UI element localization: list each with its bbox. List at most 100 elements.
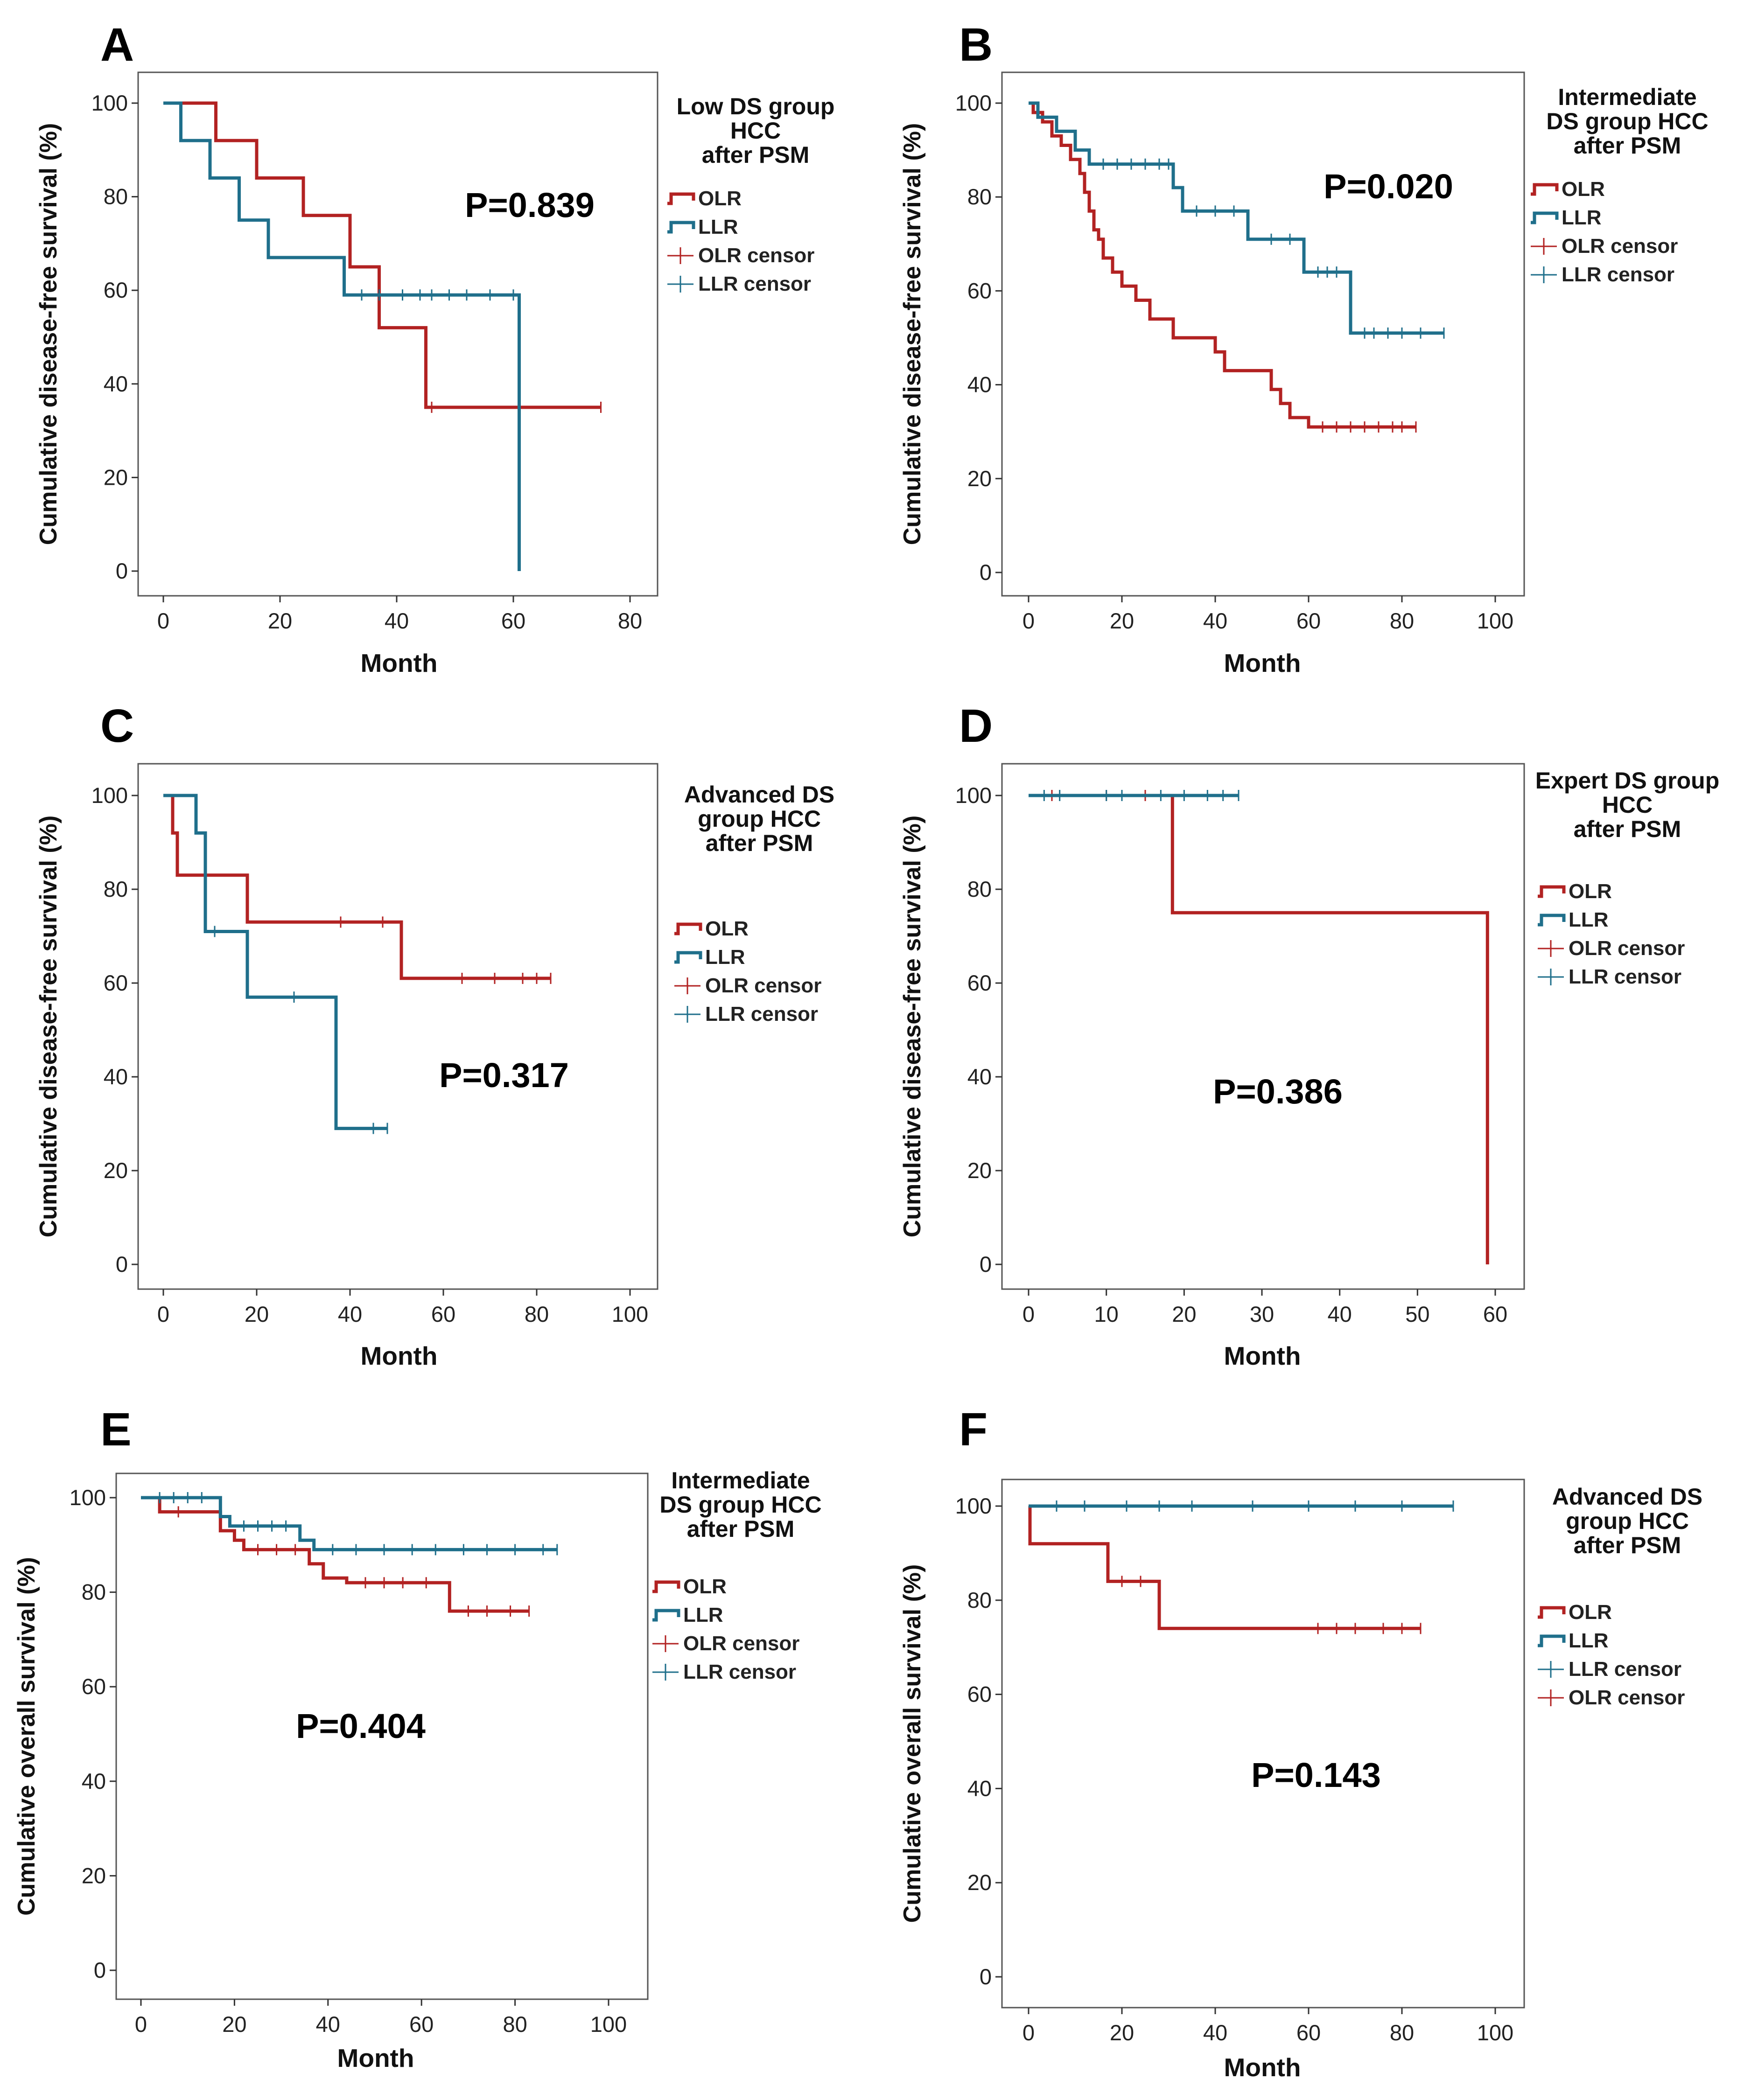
x-tick-label: 0	[135, 2012, 147, 2037]
plot-frame-d	[1001, 763, 1525, 1290]
x-tick-label: 40	[338, 1302, 362, 1326]
x-tick-label: 60	[1483, 1302, 1507, 1326]
panel-c: C 0 20 40 60 80 100 0 20 40 60 80 100 Month Cumulative…	[35, 700, 834, 1370]
x-tick-label: 80	[525, 1302, 549, 1326]
y-tick-label: 0	[116, 558, 128, 583]
y-tick-label: 60	[104, 970, 128, 995]
legend-entry-label: OLR	[705, 917, 749, 940]
x-tick-label: 60	[409, 2012, 434, 2037]
x-tick-label: 100	[1477, 2020, 1513, 2045]
x-tick-label: 40	[1328, 1302, 1352, 1326]
y-tick-label: 60	[967, 1682, 992, 1707]
x-tick-label: 20	[1110, 608, 1134, 633]
legend-title-line: after PSM	[1574, 1532, 1681, 1558]
y-tick-label: 40	[967, 1064, 992, 1089]
legend-swatch-step	[674, 951, 702, 964]
x-tick-label: 30	[1250, 1302, 1274, 1326]
x-tick-label: 20	[268, 608, 292, 633]
x-tick-label: 20	[1172, 1302, 1196, 1326]
x-tick-label: 100	[612, 1302, 648, 1326]
series-line-olr-f	[1028, 1504, 1421, 1630]
panel-d: D 0 20 40 60 80 100 0 10 20 30 40 50 60 Month Cumulativ…	[899, 700, 1719, 1370]
panel-a: A 0 20 40 60 80 100 0 20 40 60 80 Month Cumulative di…	[35, 19, 834, 677]
x-axis-label-b: Month	[1224, 649, 1301, 677]
y-tick-label: 80	[967, 1588, 992, 1612]
y-tick-label: 40	[967, 1776, 992, 1800]
legend-entry-label: LLR	[683, 1604, 723, 1626]
x-tick-label: 40	[316, 2012, 340, 2037]
x-tick-label: 100	[590, 2012, 627, 2037]
x-axis-label-a: Month	[361, 649, 438, 677]
x-tick-label: 40	[1203, 608, 1227, 633]
series-line-olr-a	[163, 101, 601, 409]
legend-entry-label: LLR	[1562, 206, 1602, 229]
y-axis-label-d: Cumulative disease-free survival (%)	[899, 816, 926, 1238]
legend-entry-label: OLR censor	[705, 974, 821, 997]
legend-swatch-step	[1531, 211, 1559, 224]
plot-frame-c	[137, 763, 658, 1290]
x-axis-label-e: Month	[337, 2044, 414, 2072]
legend-entry-label: OLR censor	[683, 1632, 799, 1655]
legend-title-line: after PSM	[687, 1516, 795, 1542]
y-tick-label: 60	[967, 278, 992, 303]
x-tick-label: 100	[1477, 608, 1513, 633]
legend-swatch-step	[1538, 914, 1566, 927]
y-tick-label: 80	[967, 184, 992, 209]
y-tick-label: 20	[967, 1870, 992, 1895]
y-tick-label: 20	[104, 465, 128, 489]
x-tick-label: 60	[431, 1302, 455, 1326]
panel-b: B 0 20 40 60 80 100 0 20 40 60 80 100 Month Cumulative…	[899, 19, 1709, 677]
y-axis-label-a: Cumulative disease-free survival (%)	[35, 123, 62, 545]
y-tick-label: 80	[104, 877, 128, 901]
legend-swatch-step	[1531, 183, 1559, 196]
legend-title-line: Expert DS group	[1535, 767, 1719, 794]
legend-entry-label: OLR	[1569, 880, 1612, 903]
legend-swatch-step	[1538, 885, 1566, 898]
y-tick-label: 40	[82, 1769, 106, 1793]
p-value-b: P=0.020	[1324, 167, 1453, 206]
panel-letter-c: C	[100, 700, 134, 752]
y-tick-label: 60	[104, 278, 128, 302]
y-tick-label: 0	[116, 1252, 128, 1277]
panel-letter-e: E	[100, 1403, 132, 1456]
legend-title-line: Low DS group	[677, 93, 835, 119]
x-tick-label: 80	[1390, 2020, 1414, 2045]
legend-title-line: Advanced DS	[684, 781, 834, 808]
legend-swatch-step	[674, 922, 702, 935]
y-tick-label: 100	[91, 783, 128, 808]
legend-title-line: DS group HCC	[1546, 108, 1708, 134]
x-tick-label: 60	[1296, 608, 1321, 633]
x-tick-label: 0	[157, 608, 169, 633]
x-tick-label: 50	[1405, 1302, 1429, 1326]
y-tick-label: 100	[955, 783, 992, 808]
legend-title-line: DS group HCC	[659, 1492, 821, 1518]
legend-title-line: group HCC	[1566, 1508, 1689, 1534]
legend-title-line: HCC	[730, 118, 781, 144]
x-tick-label: 80	[618, 608, 642, 633]
panel-f: F 0 20 40 60 80 100 0 20 40 60 80 100 Month Cumulative…	[899, 1403, 1702, 2082]
x-tick-label: 80	[503, 2012, 527, 2037]
legend-entry-label: OLR censor	[1569, 937, 1685, 960]
plot-frame-a	[137, 71, 658, 597]
legend-entry-label: LLR	[705, 946, 745, 969]
legend-title-line: HCC	[1602, 792, 1653, 818]
legend-entry-label: LLR censor	[1569, 1658, 1681, 1681]
x-tick-label: 10	[1094, 1302, 1119, 1326]
y-tick-label: 40	[967, 372, 992, 397]
x-axis-label-f: Month	[1224, 2053, 1301, 2082]
legend-swatch-step	[652, 1580, 680, 1593]
x-tick-label: 20	[245, 1302, 269, 1326]
plot-frame-e	[115, 1472, 649, 2000]
y-tick-label: 0	[94, 1958, 106, 1982]
legend-entry-label: OLR	[683, 1575, 727, 1598]
y-tick-label: 80	[82, 1580, 106, 1605]
legend-entry-label: OLR censor	[698, 244, 814, 267]
legend-entry-label: LLR	[1569, 1629, 1609, 1652]
legend-entry-label: OLR	[1569, 1601, 1612, 1624]
y-tick-label: 80	[104, 184, 128, 209]
p-value-d: P=0.386	[1213, 1072, 1343, 1111]
legend-entry-label: LLR censor	[683, 1660, 796, 1683]
legend-entry-label: OLR	[698, 187, 742, 210]
legend-entry-label: LLR censor	[1562, 263, 1674, 286]
series-line-llr-a	[163, 101, 521, 571]
